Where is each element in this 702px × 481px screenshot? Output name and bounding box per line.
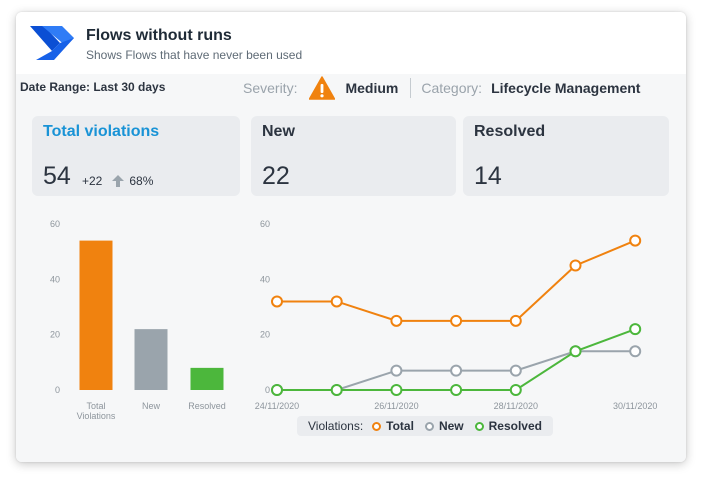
x-tick-label: 24/11/2020 — [255, 401, 299, 411]
point-total — [509, 314, 522, 327]
point-new — [629, 345, 642, 358]
legend-label: Violations: — [308, 419, 364, 433]
card-header: Flows without runs Shows Flows that have… — [16, 12, 686, 74]
stat-new-label: New — [262, 123, 295, 140]
point-new — [390, 364, 403, 377]
stat-resolved[interactable]: Resolved 14 — [463, 116, 669, 196]
legend-total-marker — [372, 421, 382, 431]
stat-resolved-label: Resolved — [474, 123, 546, 140]
stat-total-violations[interactable]: Total violations 54 +22 68% — [32, 116, 240, 196]
arrow-up-icon — [112, 175, 125, 187]
series-line-total — [277, 239, 636, 322]
delta-count: +22 — [82, 174, 103, 188]
series-line-resolved — [277, 328, 636, 391]
legend-item-resolved[interactable]: Resolved — [488, 419, 542, 433]
point-total — [569, 259, 582, 272]
point-total — [271, 295, 283, 308]
point-new — [509, 364, 522, 377]
y-tick-label: 60 — [50, 219, 60, 229]
bar-0 — [79, 240, 113, 390]
separator — [410, 78, 412, 98]
line-chart: 0 20 40 60 24/11/2020 26/11/2020 28/11/2020 30/… — [255, 219, 658, 411]
y-tick-label: 60 — [260, 219, 270, 229]
page-title: Flows without runs — [86, 27, 232, 44]
legend-resolved-marker — [474, 421, 484, 431]
x-tick-label: 30/11/2020 — [613, 401, 657, 411]
x-tick-label: Resolved — [188, 401, 226, 411]
point-resolved — [629, 323, 642, 336]
stat-total-label: Total violations — [43, 123, 160, 140]
y-tick-label: 20 — [50, 330, 60, 340]
y-tick-label: 40 — [50, 274, 60, 284]
date-range: Date Range: Last 30 days — [20, 80, 166, 94]
legend-item-total[interactable]: Total — [386, 419, 414, 433]
legend-item-new[interactable]: New — [438, 419, 464, 433]
delta-percent: 68% — [129, 174, 154, 188]
y-tick-label: 40 — [260, 274, 270, 284]
point-resolved — [450, 384, 463, 396]
y-tick-label: 0 — [265, 385, 270, 395]
page-subtitle: Shows Flows that have never been used — [86, 48, 303, 62]
stat-total-delta: +22 68% — [82, 174, 153, 188]
point-total — [629, 234, 642, 247]
warning-triangle-icon — [309, 76, 336, 100]
legend-new-marker — [424, 421, 434, 431]
x-tick-label: 28/11/2020 — [494, 401, 538, 411]
bar-1 — [134, 329, 168, 390]
point-new — [450, 364, 463, 377]
severity-value: Medium — [345, 80, 399, 96]
point-total — [450, 314, 463, 327]
point-resolved — [390, 384, 403, 396]
severity-label: Severity: — [243, 80, 298, 96]
stat-new[interactable]: New 22 — [251, 116, 456, 196]
x-tick-label: Total — [86, 401, 105, 411]
x-tick-label: Violations — [77, 411, 116, 421]
category-label: Category: — [421, 80, 483, 96]
x-tick-label: 26/11/2020 — [374, 401, 418, 411]
y-tick-label: 20 — [260, 330, 270, 340]
point-total — [390, 314, 403, 327]
power-automate-logo — [30, 26, 74, 60]
point-total — [330, 295, 343, 308]
stat-new-value: 22 — [262, 162, 290, 190]
x-tick-label: New — [142, 401, 161, 411]
category-value: Lifecycle Management — [491, 80, 641, 96]
point-resolved — [509, 384, 522, 396]
chart-legend: Violations: Total New Resolved — [297, 416, 553, 436]
bar-2 — [190, 367, 224, 390]
stat-total-value: 54 — [43, 162, 71, 190]
point-resolved — [330, 384, 343, 396]
severity-category-row: Severity: Medium Category: Lifecycle Man… — [243, 76, 640, 100]
point-resolved — [569, 345, 582, 358]
point-resolved — [271, 384, 283, 396]
y-tick-label: 0 — [55, 385, 60, 395]
stat-resolved-value: 14 — [474, 162, 502, 190]
